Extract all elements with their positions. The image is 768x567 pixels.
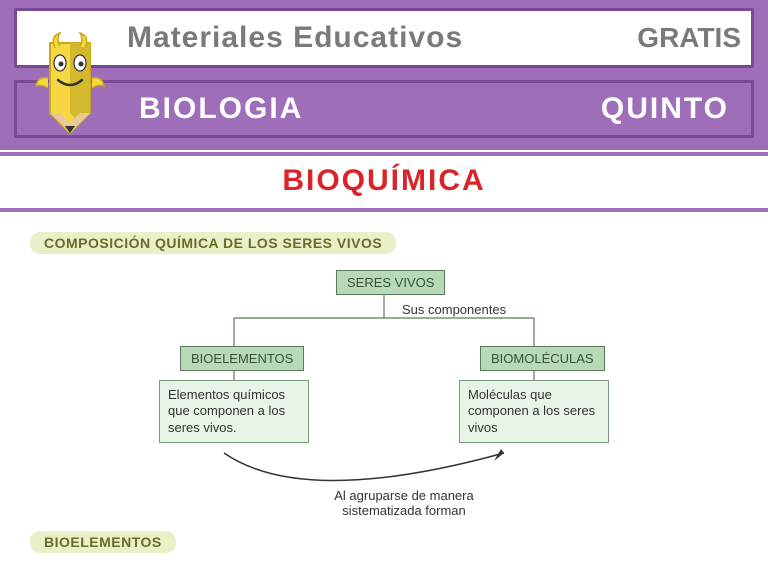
concept-diagram: SERES VIVOS Sus componentes BIOELEMENTOS… [104, 268, 664, 538]
site-title: Materiales Educativos [127, 21, 463, 55]
arrow-caption-line2: sistematizada forman [342, 503, 466, 518]
biomolecules-desc: Moléculas que componen a los seres vivos [459, 380, 609, 443]
bioelements-node: BIOELEMENTOS [180, 346, 304, 371]
free-tag: GRATIS [637, 22, 741, 54]
section-heading-2: BIOELEMENTOS [30, 531, 176, 553]
content-area: COMPOSICIÓN QUÍMICA DE LOS SERES VIVOS S… [0, 212, 768, 538]
header-top-bar: Materiales Educativos GRATIS [14, 8, 754, 68]
grade-label: QUINTO [601, 92, 729, 126]
arrow-caption-line1: Al agruparse de manera [334, 488, 473, 503]
biomolecules-node: BIOMOLÉCULAS [480, 346, 605, 371]
components-label: Sus componentes [402, 302, 506, 317]
pencil-mascot-icon [20, 18, 120, 143]
section-heading-1: COMPOSICIÓN QUÍMICA DE LOS SERES VIVOS [30, 232, 396, 254]
topic-band: BIOQUÍMICA [0, 152, 768, 212]
topic-title: BIOQUÍMICA [0, 164, 768, 198]
arrow-caption: Al agruparse de manera sistematizada for… [314, 488, 494, 518]
subject-label: BIOLOGIA [139, 92, 303, 126]
header-banner: Materiales Educativos GRATIS BIOLOGIA QU… [0, 0, 768, 150]
root-node: SERES VIVOS [336, 270, 445, 295]
header-bottom-bar: BIOLOGIA QUINTO [14, 80, 754, 138]
bioelements-desc: Elementos químicos que componen a los se… [159, 380, 309, 443]
